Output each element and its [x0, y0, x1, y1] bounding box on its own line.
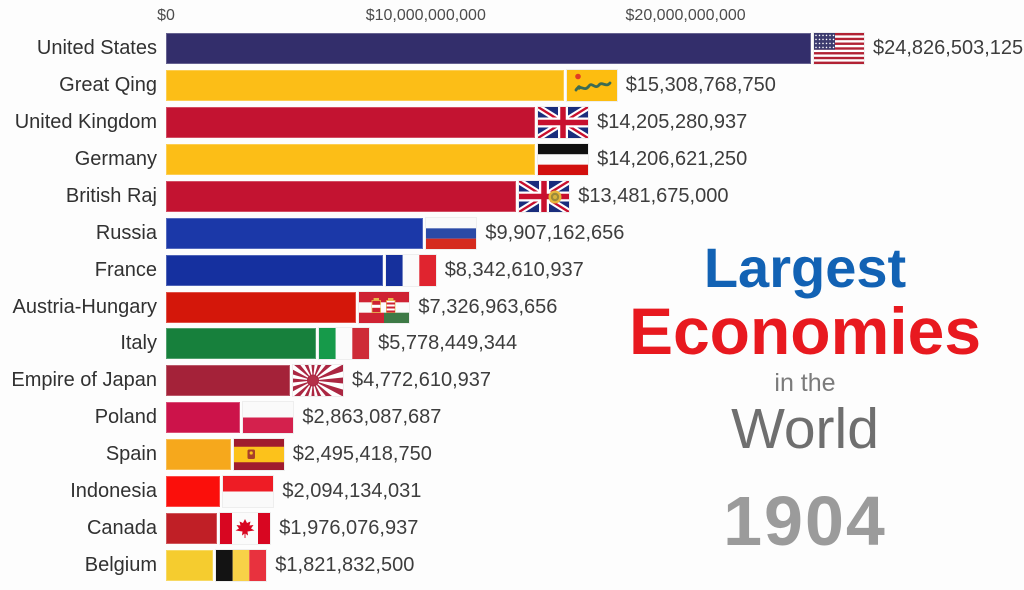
- poland-flag-icon: [242, 401, 295, 435]
- bar[interactable]: [166, 476, 221, 508]
- bar-row: Indonesia $2,094,134,031: [0, 475, 1024, 509]
- japan-ensign-flag-icon: [292, 364, 344, 398]
- x-axis-tick: $0: [157, 7, 175, 24]
- bar[interactable]: [166, 550, 214, 581]
- x-axis-tick: $20,000,000,000: [625, 7, 746, 24]
- bar-row: Poland $2,863,087,687: [0, 401, 1024, 435]
- bar[interactable]: [166, 33, 811, 64]
- bar-row: United States $24,826,503,125: [0, 32, 1024, 65]
- country-label: United States: [36, 37, 157, 59]
- country-label: Italy: [120, 332, 157, 355]
- canada-flag-icon: [219, 512, 272, 546]
- title-block: Largest Economies in the World 1904: [605, 236, 1005, 560]
- country-label: Canada: [86, 517, 157, 540]
- value-label: $13,481,675,000: [578, 184, 729, 207]
- bar-row: Spain $2,495,418,750: [0, 438, 1024, 472]
- title-line-economies: Economies: [628, 294, 982, 368]
- title-line-in-the: in the: [774, 369, 836, 397]
- bar[interactable]: [166, 439, 231, 471]
- british-raj-flag-icon: [518, 179, 571, 213]
- united-kingdom-flag-icon: [537, 105, 590, 139]
- german-empire-flag-icon: [537, 142, 590, 176]
- great-qing-flag-icon: [565, 68, 618, 102]
- country-label: Germany: [74, 147, 157, 170]
- title-line-world: World: [731, 397, 879, 461]
- bar[interactable]: [166, 254, 383, 286]
- value-label: $2,094,134,031: [282, 480, 422, 503]
- value-label: $4,772,610,937: [352, 369, 492, 392]
- france-flag-icon: [384, 253, 437, 287]
- country-label: Great Qing: [59, 73, 157, 96]
- country-label: United Kingdom: [14, 110, 157, 133]
- country-label: Belgium: [84, 554, 157, 576]
- bar-row: Great Qing $15,308,768,750: [0, 68, 1024, 102]
- value-label: $2,495,418,750: [292, 443, 432, 466]
- country-label: British Raj: [65, 184, 157, 207]
- value-label: $14,205,280,937: [597, 110, 748, 133]
- value-label: $8,342,610,937: [444, 258, 584, 281]
- value-label: $14,206,621,250: [597, 147, 748, 170]
- country-label: Poland: [94, 406, 157, 429]
- italy-flag-icon: [318, 327, 371, 361]
- russia-flag-icon: [425, 216, 478, 250]
- bar[interactable]: [166, 328, 317, 360]
- austria-hungary-flag-icon: [358, 290, 411, 324]
- x-axis-tick: $10,000,000,000: [365, 7, 486, 24]
- value-label: $1,976,076,937: [279, 517, 419, 540]
- value-label: $15,308,768,750: [625, 73, 776, 96]
- bar[interactable]: [166, 106, 536, 138]
- value-label: $5,778,449,344: [378, 332, 518, 355]
- value-label: $1,821,832,500: [275, 554, 415, 576]
- bar-row: British Raj $13,481,675,000: [0, 179, 1024, 213]
- value-label: $24,826,503,125: [873, 37, 1024, 59]
- bar-row: Italy $5,778,449,344: [0, 327, 1024, 361]
- bar[interactable]: [166, 143, 536, 175]
- value-label: $9,907,162,656: [485, 221, 625, 244]
- bar[interactable]: [166, 217, 424, 249]
- country-label: Austria-Hungary: [12, 295, 157, 318]
- country-label: France: [94, 258, 157, 281]
- bar-row: Austria-Hungary $7,326,963,656: [0, 290, 1024, 324]
- bar-row: Belgium $1,821,832,500: [0, 549, 1024, 582]
- country-label: Indonesia: [70, 480, 157, 503]
- bar[interactable]: [166, 365, 290, 397]
- value-label: $7,326,963,656: [418, 295, 558, 318]
- value-label: $2,863,087,687: [302, 406, 442, 429]
- bar-row: Germany $14,206,621,250: [0, 142, 1024, 176]
- bar[interactable]: [166, 291, 357, 323]
- united-states-flag-icon: [813, 32, 865, 65]
- bar-row: France $8,342,610,937: [0, 253, 1024, 287]
- bar[interactable]: [166, 513, 218, 545]
- spain-flag-icon: [232, 438, 285, 472]
- bar-row: United Kingdom $14,205,280,937: [0, 105, 1024, 139]
- bar[interactable]: [166, 180, 517, 212]
- belgium-flag-icon: [215, 549, 268, 582]
- title-line-largest: Largest: [703, 236, 907, 299]
- bar-row: Canada $1,976,076,937: [0, 512, 1024, 546]
- indonesia-flag-icon: [222, 475, 275, 509]
- title-year: 1904: [723, 482, 887, 560]
- bar-row: Empire of Japan $4,772,610,937: [0, 364, 1024, 398]
- country-label: Russia: [95, 221, 157, 244]
- bar-row: Russia $9,907,162,656: [0, 216, 1024, 250]
- country-label: Spain: [105, 443, 157, 466]
- bar[interactable]: [166, 69, 564, 101]
- bar[interactable]: [166, 402, 241, 434]
- country-label: Empire of Japan: [11, 369, 157, 392]
